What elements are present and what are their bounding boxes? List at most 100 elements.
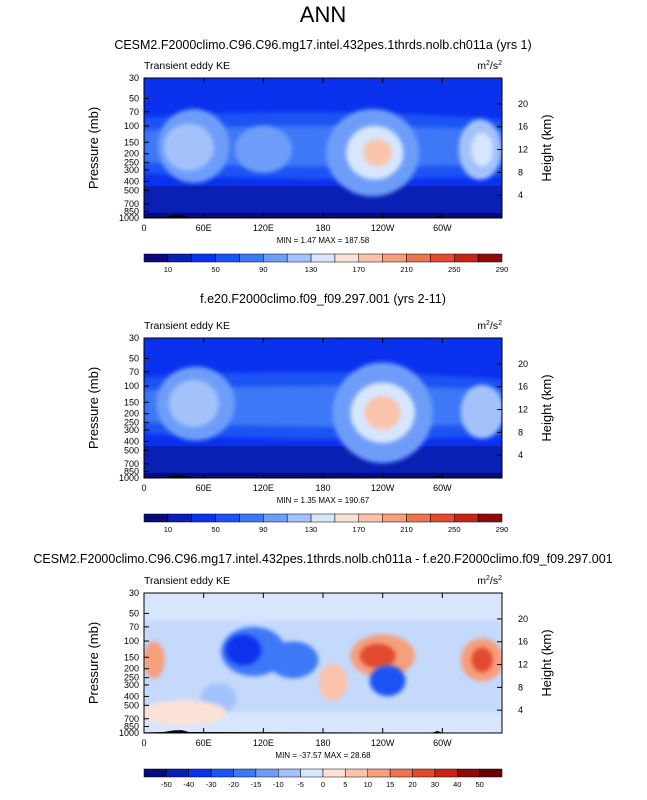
colorbar-box [239, 513, 264, 523]
y-tick-label: 50 [129, 608, 139, 618]
y-tick-label: 1000 [119, 213, 139, 223]
colorbar-box [457, 768, 480, 778]
colorbar-label: 15 [386, 780, 394, 789]
colorbar-label: 5 [343, 780, 347, 789]
units-part: m [477, 575, 486, 587]
field-lower-band [144, 446, 502, 478]
x-tick-label: 60E [196, 738, 212, 748]
units-part: 2 [486, 320, 490, 327]
units-part: 2 [498, 60, 502, 67]
colorbar-box [454, 513, 479, 523]
colorbar-label: 290 [496, 525, 509, 534]
colorbar-label: 20 [408, 780, 416, 789]
height-tick-label: 4 [518, 705, 523, 715]
y-tick-label: 300 [124, 425, 139, 435]
colorbar-box [143, 768, 167, 778]
colorbar-box [430, 253, 455, 263]
plot-area [144, 338, 502, 478]
y-tick-label: 100 [124, 636, 139, 646]
page-title: ANN [300, 2, 346, 27]
colorbar-label: 10 [164, 265, 172, 274]
y-tick-label: 50 [129, 353, 139, 363]
colorbar-box [263, 513, 288, 523]
y-tick-label: 1000 [119, 473, 139, 483]
field-contour [369, 665, 406, 697]
x-tick-label: 120E [253, 738, 274, 748]
y-tick-label: 30 [129, 588, 139, 598]
y-tick-label: 30 [129, 333, 139, 343]
colorbar-box [367, 768, 391, 778]
field-contour [225, 634, 262, 666]
x-tick-label: 0 [141, 223, 146, 233]
height-tick-label: 8 [518, 167, 523, 177]
colorbar-box [358, 513, 383, 523]
colorbar-label: 210 [400, 525, 413, 534]
colorbar-box [215, 253, 240, 263]
colorbar-label: 50 [475, 780, 483, 789]
colorbar-label: 40 [453, 780, 461, 789]
units-part: 2 [486, 60, 490, 67]
y-tick-label: 200 [124, 409, 139, 419]
colorbar-box [286, 253, 312, 263]
height-tick-label: 12 [518, 405, 528, 415]
colorbar-box [143, 253, 169, 263]
y-tick-label: 400 [124, 176, 139, 186]
x-tick-label: 60W [433, 738, 452, 748]
x-tick-label: 120W [371, 738, 395, 748]
y-tick-label: 250 [124, 673, 139, 683]
field-mid-band [144, 620, 502, 713]
variable-label: Transient eddy KE [144, 575, 230, 587]
colorbar-label: -40 [183, 780, 194, 789]
colorbar-label: 30 [431, 780, 439, 789]
plot-area [144, 78, 502, 218]
colorbar-box [334, 253, 360, 263]
units-part: /s [490, 320, 498, 332]
height-tick-label: 16 [518, 637, 528, 647]
colorbar-box [167, 513, 192, 523]
variable-label: Transient eddy KE [144, 320, 230, 332]
y-tick-label: 200 [124, 149, 139, 159]
colorbar-box [454, 253, 479, 263]
colorbar-box [345, 768, 368, 778]
colorbar-box [300, 768, 324, 778]
min-max-stats: MIN = -37.57 MAX = 28.68 [275, 751, 371, 760]
colorbar-box [406, 513, 431, 523]
y-axis-title: Pressure (mb) [86, 107, 101, 189]
y-tick-label: 400 [124, 691, 139, 701]
height-tick-label: 8 [518, 682, 523, 692]
units-part: 2 [498, 575, 502, 582]
x-tick-label: 0 [141, 738, 146, 748]
y-tick-label: 200 [124, 664, 139, 674]
x-tick-label: 180 [315, 738, 330, 748]
colorbar-box [389, 768, 413, 778]
colorbar-label: 210 [400, 265, 413, 274]
y-tick-label: 850 [124, 722, 139, 732]
x-tick-label: 180 [315, 223, 330, 233]
colorbar-box [477, 253, 503, 263]
plot-title: f.e20.F2000climo.f09_f09.297.001 (yrs 2-… [200, 292, 446, 306]
field-contour [234, 126, 292, 174]
units-part: /s [490, 575, 498, 587]
x-tick-label: 60W [433, 223, 452, 233]
y-axis-title-right: Height (km) [539, 629, 554, 696]
colorbar-label: 130 [305, 265, 318, 274]
field-contour [471, 647, 493, 673]
height-tick-label: 20 [518, 99, 528, 109]
y-tick-label: 300 [124, 680, 139, 690]
height-tick-label: 4 [518, 190, 523, 200]
y-tick-label: 150 [124, 652, 139, 662]
colorbar-label: 170 [353, 525, 366, 534]
y-tick-label: 150 [124, 397, 139, 407]
colorbar-box [166, 768, 189, 778]
panel-difference: CESM2.F2000climo.C96.C96.mg17.intel.432p… [33, 552, 612, 789]
y-tick-label: 850 [124, 207, 139, 217]
field-contour [318, 663, 348, 701]
colorbar-label: -50 [161, 780, 172, 789]
colorbar-box [210, 768, 234, 778]
field-surface-band [144, 472, 502, 478]
y-axis-title: Pressure (mb) [86, 622, 101, 704]
colorbar-label: 250 [448, 265, 461, 274]
units-part: 2 [498, 320, 502, 327]
height-tick-label: 12 [518, 660, 528, 670]
y-tick-label: 500 [124, 445, 139, 455]
